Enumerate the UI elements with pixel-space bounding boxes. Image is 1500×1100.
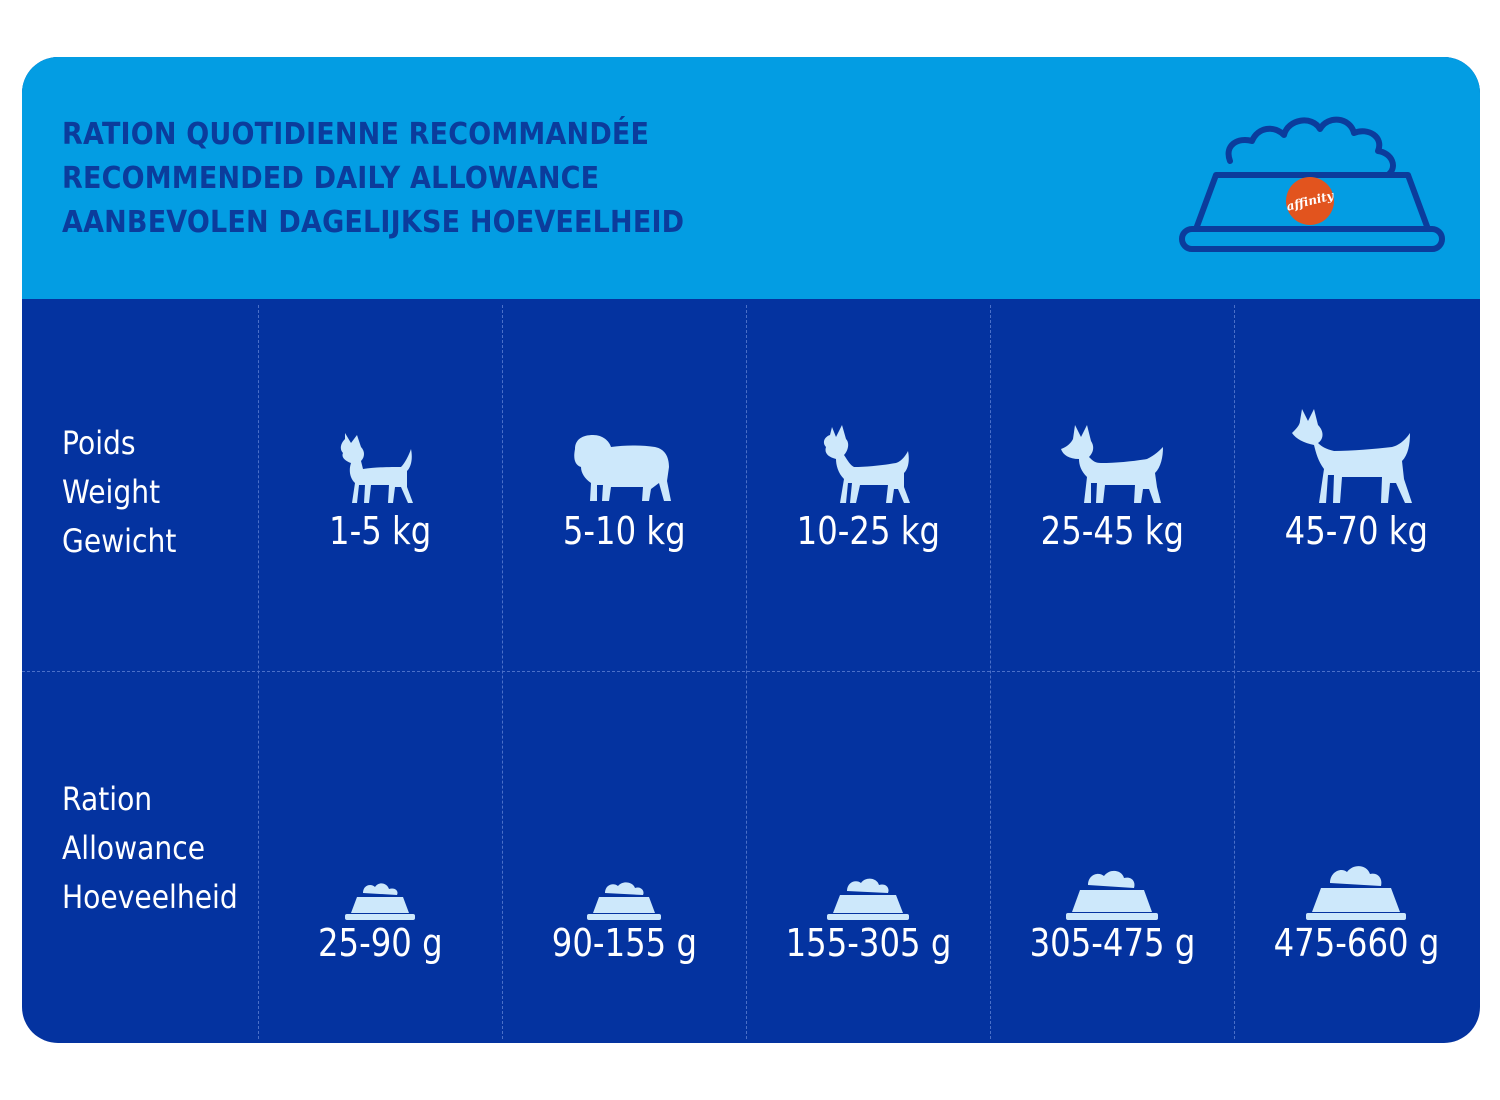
ration-value: 155-305 g (785, 921, 951, 965)
allowance-grid: Poids Weight Gewicht 1-5 kg 5-10 kg 10-2… (22, 299, 1480, 1043)
label-weight: Weight (62, 473, 161, 511)
label-poids: Poids (62, 424, 136, 462)
kibble-bowl-icon (345, 883, 415, 920)
column-divider (746, 305, 747, 1039)
header-titles: RATION QUOTIDIENNE RECOMMANDÉE RECOMMEND… (62, 113, 753, 245)
boxer-icon (823, 425, 910, 503)
ration-value: 90-155 g (551, 921, 697, 965)
kibble-bowl-icon (587, 882, 661, 920)
ration-cell: 25-90 g (258, 879, 502, 965)
title-french: RATION QUOTIDIENNE RECOMMANDÉE (62, 117, 650, 152)
ration-row-label: Ration Allowance Hoeveelheid (62, 775, 262, 922)
column-divider (1234, 305, 1235, 1039)
affinity-logo-badge (1286, 177, 1334, 225)
kibble-bowl-icon (1066, 870, 1158, 920)
weight-value: 10-25 kg (796, 509, 940, 553)
label-gewicht: Gewicht (62, 522, 177, 560)
chihuahua-icon (340, 433, 413, 503)
weight-value: 45-70 kg (1284, 509, 1428, 553)
ration-value: 305-475 g (1029, 921, 1195, 965)
header-band: RATION QUOTIDIENNE RECOMMANDÉE RECOMMEND… (22, 57, 1480, 299)
column-divider (502, 305, 503, 1039)
weight-cell: 25-45 kg (990, 421, 1234, 553)
weight-value: 1-5 kg (328, 509, 432, 553)
title-dutch: AANBEVOLEN DAGELIJKSE HOEVEELHEID (62, 205, 685, 240)
kibble-bowl-icon (1306, 866, 1406, 920)
weight-cell: 10-25 kg (746, 421, 990, 553)
food-bowl-icon: affinity (1179, 116, 1445, 252)
ration-cell: 305-475 g (990, 867, 1234, 965)
weight-value: 25-45 kg (1040, 509, 1184, 553)
weight-value: 5-10 kg (562, 509, 686, 553)
weight-cell: 1-5 kg (258, 429, 502, 553)
allowance-card: RATION QUOTIDIENNE RECOMMANDÉE RECOMMEND… (22, 57, 1480, 1043)
title-english: RECOMMENDED DAILY ALLOWANCE (62, 161, 600, 196)
weight-cell: 5-10 kg (502, 429, 746, 553)
weight-row-label: Poids Weight Gewicht (62, 419, 192, 566)
weight-cell: 45-70 kg (1234, 407, 1478, 553)
bulldog-icon (574, 435, 671, 501)
row-divider (22, 671, 1480, 672)
ration-cell: 475-660 g (1234, 863, 1478, 965)
label-hoeveelheid: Hoeveelheid (62, 878, 238, 916)
label-allowance: Allowance (62, 829, 206, 867)
great-dane-icon (1292, 409, 1412, 503)
column-divider (990, 305, 991, 1039)
kibble-bowl-icon (827, 878, 909, 920)
ration-value: 25-90 g (317, 921, 443, 965)
ration-cell: 90-155 g (502, 879, 746, 965)
husky-icon (1061, 425, 1163, 503)
ration-value: 475-660 g (1273, 921, 1439, 965)
column-divider (258, 305, 259, 1039)
label-ration: Ration (62, 780, 153, 818)
ration-cell: 155-305 g (746, 875, 990, 965)
